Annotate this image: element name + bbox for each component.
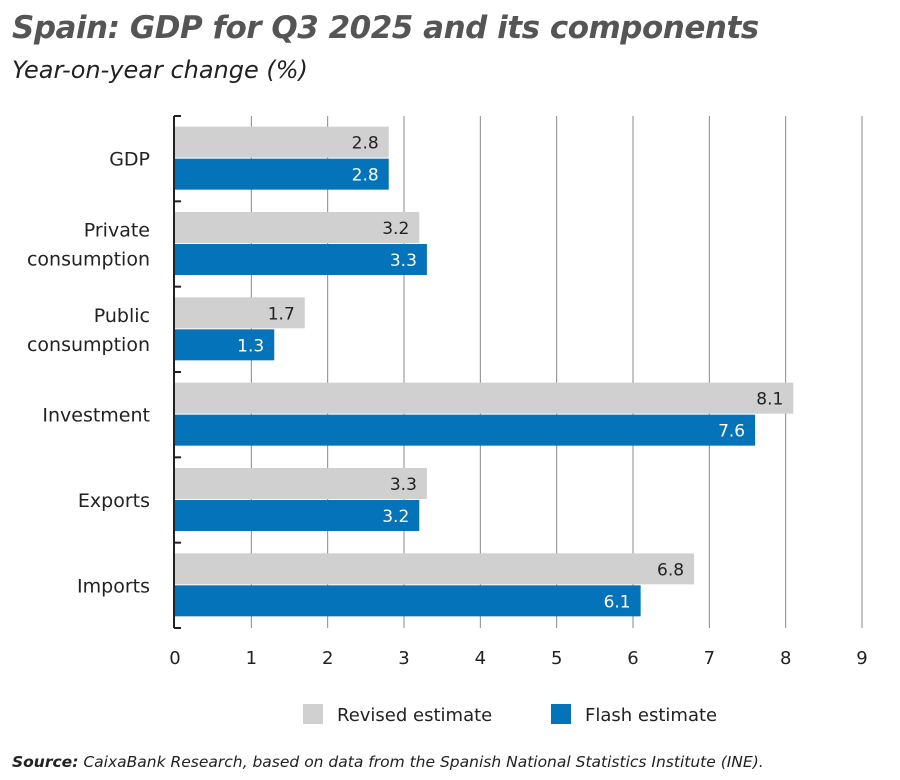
data-label: 2.8 xyxy=(352,166,379,186)
legend-label: Revised estimate xyxy=(337,705,492,726)
x-tick-label: 2 xyxy=(322,648,333,669)
bar-flash xyxy=(175,158,389,190)
data-label: 2.8 xyxy=(352,134,379,154)
bar-revised xyxy=(175,212,420,243)
category-label: GDP xyxy=(109,149,150,171)
x-tick-label: 9 xyxy=(856,648,867,669)
x-tick-label: 5 xyxy=(551,648,562,669)
x-tick-label: 8 xyxy=(780,648,791,669)
data-label: 8.1 xyxy=(756,390,783,410)
bar-flash xyxy=(175,329,275,361)
bar-flash xyxy=(175,500,420,531)
data-label: 3.3 xyxy=(390,475,417,495)
source-note: Source: CaixaBank Research, based on dat… xyxy=(12,753,764,771)
bar-revised xyxy=(175,553,695,585)
source-text: CaixaBank Research, based on data from t… xyxy=(83,753,764,771)
x-tick-label: 7 xyxy=(704,648,715,669)
bar-flash xyxy=(175,414,756,446)
category-label: Imports xyxy=(77,575,150,597)
data-label: 6.1 xyxy=(604,592,631,612)
bar-revised xyxy=(175,382,794,414)
category-label: Investment xyxy=(42,405,150,427)
x-tick-label: 0 xyxy=(169,648,180,669)
x-tick-label: 3 xyxy=(398,648,409,669)
data-label: 7.6 xyxy=(718,422,745,442)
bar-revised xyxy=(175,297,305,329)
category-label: consumption xyxy=(27,334,150,356)
data-label: 3.2 xyxy=(382,507,409,527)
x-tick-label: 6 xyxy=(627,648,638,669)
bar-revised xyxy=(175,468,427,499)
bar-flash xyxy=(175,244,427,275)
category-label: Exports xyxy=(78,490,150,512)
data-label: 3.3 xyxy=(390,251,417,271)
chart-title: Spain: GDP for Q3 2025 and its component… xyxy=(12,10,759,46)
legend-swatch xyxy=(303,704,323,724)
data-label: 3.2 xyxy=(382,219,409,239)
category-label: Public xyxy=(94,305,150,327)
data-label: 6.8 xyxy=(657,560,684,580)
category-label: consumption xyxy=(27,249,150,271)
legend-label: Flash estimate xyxy=(585,705,717,726)
category-label: Private xyxy=(84,220,150,242)
x-tick-label: 4 xyxy=(475,648,486,669)
data-label: 1.3 xyxy=(237,336,264,356)
legend-swatch xyxy=(551,704,571,724)
bar-revised xyxy=(175,126,389,158)
x-tick-label: 1 xyxy=(246,648,257,669)
chart-subtitle: Year-on-year change (%) xyxy=(12,56,308,84)
data-label: 1.7 xyxy=(268,304,295,324)
bar-flash xyxy=(175,585,641,617)
source-label: Source: xyxy=(12,753,79,771)
